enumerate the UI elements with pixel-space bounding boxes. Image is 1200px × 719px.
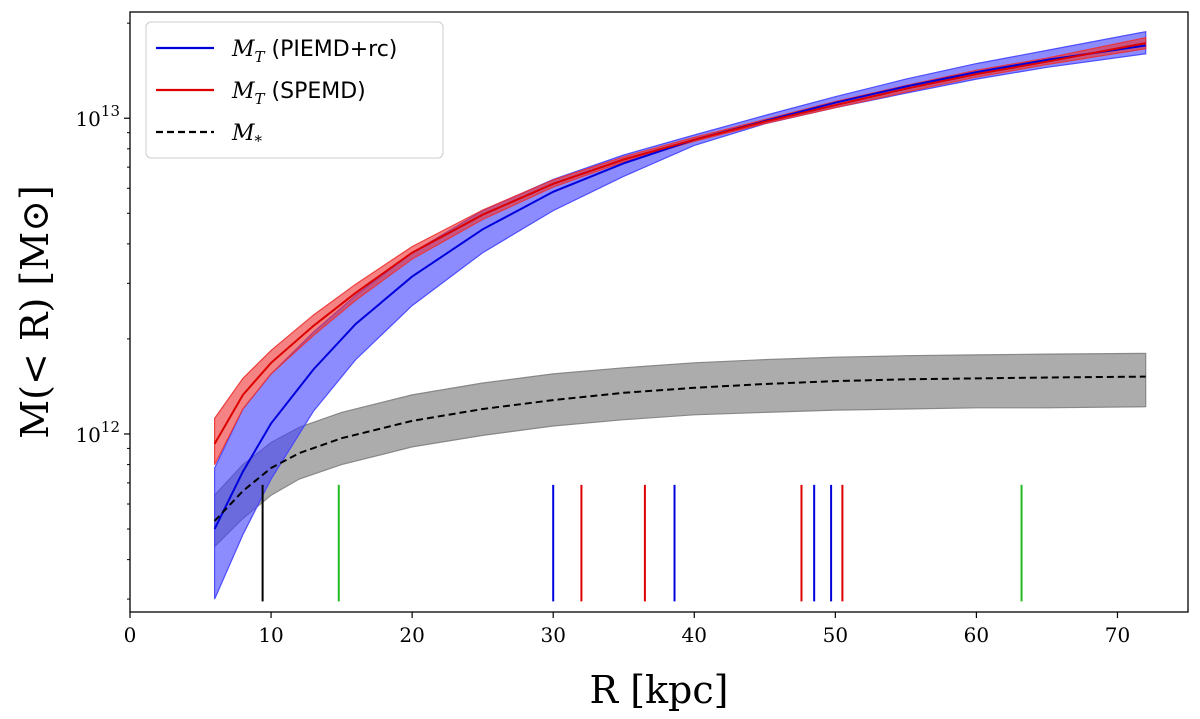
x-tick-label: 60 bbox=[964, 623, 989, 647]
series-layer bbox=[213, 30, 1147, 602]
x-axis-label: R [kpc] bbox=[590, 668, 729, 712]
x-tick-label: 70 bbox=[1105, 623, 1130, 647]
legend: MT (PIEMD+rc) MT (SPEMD) M* bbox=[145, 21, 444, 159]
m-line bbox=[213, 375, 1146, 522]
y-tick-label: 1013 bbox=[75, 102, 120, 131]
x-tick-label: 30 bbox=[540, 623, 565, 647]
x-tick-label: 40 bbox=[682, 623, 707, 647]
plot-area bbox=[213, 30, 1147, 602]
x-tick-label: 0 bbox=[124, 623, 137, 647]
m-uncertainty-band bbox=[214, 352, 1147, 549]
axes-ticks: 0 10 20 30 40 50 60 70 1012 1013 bbox=[75, 22, 1130, 647]
m-t-spemd-line bbox=[213, 42, 1146, 445]
x-tick-label: 20 bbox=[399, 623, 424, 647]
m-t-piemd-rc-line bbox=[213, 44, 1146, 530]
axes-frame bbox=[129, 11, 1189, 613]
legend-box bbox=[145, 21, 444, 159]
y-tick-label: 1012 bbox=[75, 418, 120, 447]
x-tick-label: 50 bbox=[823, 623, 848, 647]
x-tick-label: 10 bbox=[258, 623, 283, 647]
m-t-spemd-uncertainty-band bbox=[214, 36, 1147, 465]
legend-label: M* bbox=[231, 121, 263, 150]
legend-label: MT (PIEMD+rc) bbox=[231, 37, 397, 66]
legend-label: MT (SPEMD) bbox=[231, 79, 366, 108]
y-axis-label: M(< R) [M⊙] bbox=[13, 185, 57, 439]
